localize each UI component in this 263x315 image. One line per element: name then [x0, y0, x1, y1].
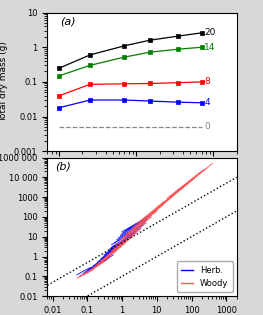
- Text: 14: 14: [204, 43, 215, 52]
- Y-axis label: Total dry mass (g): Total dry mass (g): [0, 42, 8, 122]
- Legend: Herb., Woody: Herb., Woody: [177, 261, 232, 292]
- Text: (a): (a): [60, 17, 76, 27]
- Text: 0: 0: [204, 123, 210, 131]
- Text: 8: 8: [204, 77, 210, 86]
- Text: (b): (b): [55, 162, 71, 172]
- Text: 20: 20: [204, 28, 215, 37]
- Text: 4: 4: [204, 98, 210, 107]
